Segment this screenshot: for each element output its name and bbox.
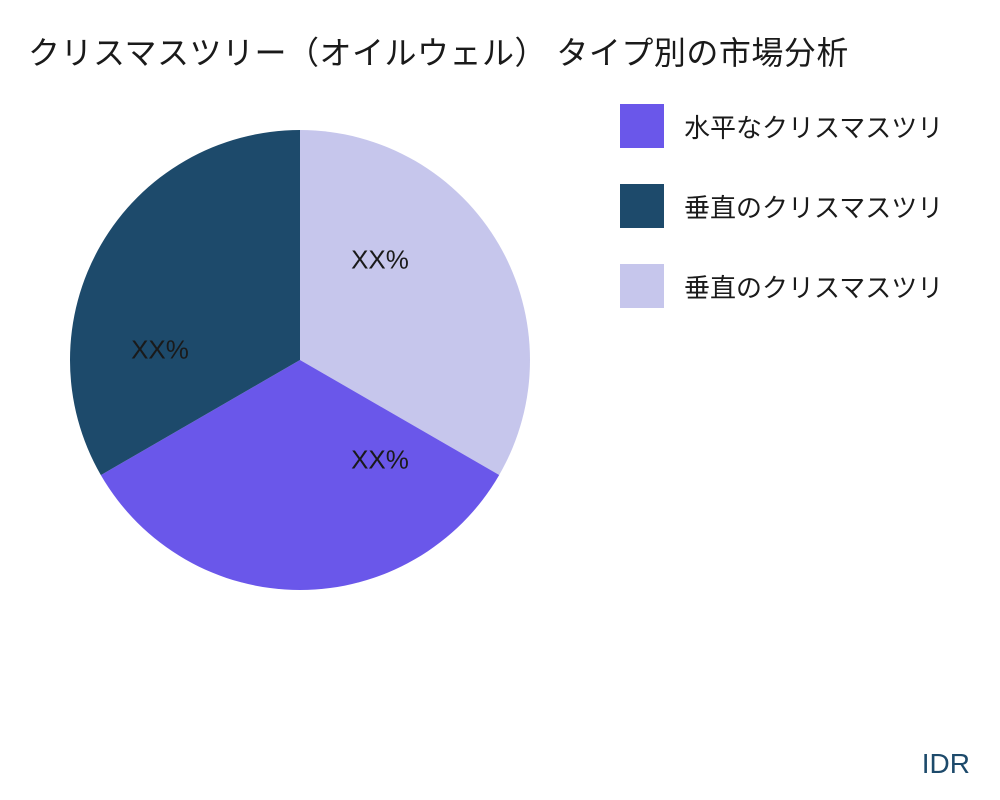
legend-item: 水平なクリスマスツリ xyxy=(620,104,943,148)
legend-swatch xyxy=(620,264,664,308)
legend-swatch xyxy=(620,184,664,228)
slice-label: XX% xyxy=(351,445,409,476)
legend-label: 水平なクリスマスツリ xyxy=(684,108,943,145)
footer-brand: IDR xyxy=(922,748,970,780)
pie-chart: XX% XX% XX% xyxy=(60,120,540,600)
legend: 水平なクリスマスツリ垂直のクリスマスツリ垂直のクリスマスツリ xyxy=(620,104,943,308)
slice-label: XX% xyxy=(131,335,189,366)
legend-item: 垂直のクリスマスツリ xyxy=(620,264,943,308)
legend-label: 垂直のクリスマスツリ xyxy=(684,268,943,305)
chart-title: クリスマスツリー（オイルウェル） タイプ別の市場分析 xyxy=(28,28,849,74)
legend-swatch xyxy=(620,104,664,148)
slice-label: XX% xyxy=(351,245,409,276)
legend-label: 垂直のクリスマスツリ xyxy=(684,188,943,225)
legend-item: 垂直のクリスマスツリ xyxy=(620,184,943,228)
